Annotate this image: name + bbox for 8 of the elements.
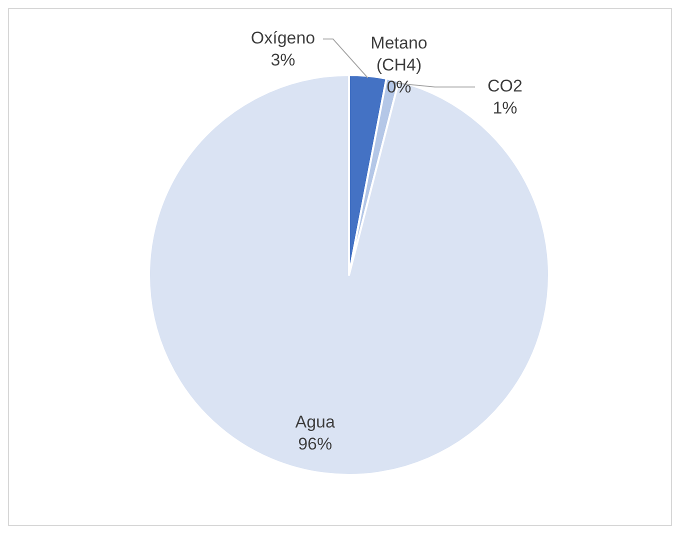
data-label: 1% (492, 98, 518, 118)
data-label: 96% (298, 434, 332, 454)
slice-label: Oxígeno (250, 28, 316, 48)
data-label: 3% (270, 50, 296, 70)
text: 0% (386, 78, 412, 96)
slice-label: CO2 (488, 76, 522, 96)
category-label: Metano (CH4) (370, 34, 428, 74)
slice-label: Agua (295, 412, 336, 432)
